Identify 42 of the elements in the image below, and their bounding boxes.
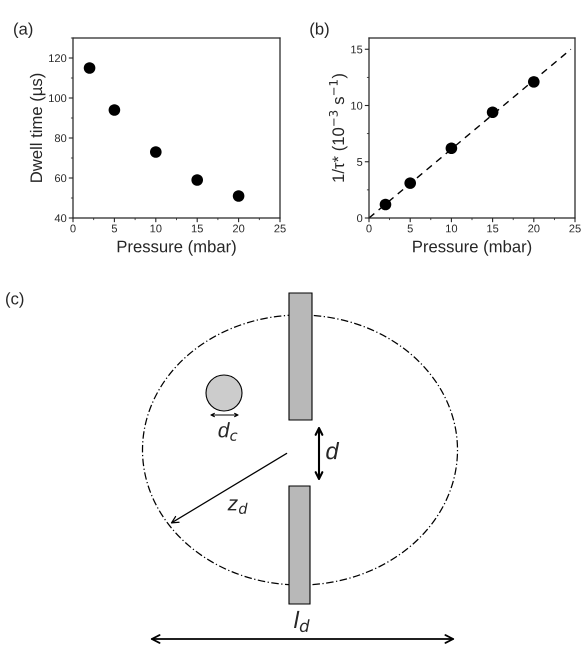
y-axis-title: 1/τ* (10$^{−3}$ s$^{−1}$) [328,74,348,182]
x-tick-label: 15 [487,224,498,232]
x-tick-label: 5 [112,224,118,232]
point [191,174,204,186]
y-axis-title: Dwell time (µs) [30,74,46,182]
text: l$_{d}$ [294,610,310,632]
x-tick-label: 10 [150,224,162,232]
point [108,104,120,116]
x-tick-label: 0 [366,224,372,232]
x-axis-title: Pressure (mbar) [413,240,532,256]
x-tick-label: 10 [446,224,458,232]
point [528,76,540,88]
text: z$_{d}$ [228,499,248,514]
x-tick-label: 25 [274,224,286,232]
point [84,62,96,74]
point [380,198,392,210]
x-tick-label: 25 [569,224,581,232]
y-tick-label: 0 [357,214,362,222]
x-tick-label: 20 [528,224,540,232]
y-tick-label: 60 [54,174,66,182]
y-tick-label: 80 [54,134,66,142]
point [150,146,162,158]
point [232,190,244,202]
x-axis-title: Pressure (mbar) [118,240,236,256]
x-tick-label: 0 [70,224,76,232]
point [486,106,498,118]
point [446,142,458,154]
y-tick-label: 120 [49,54,66,62]
y-tick-label: 5 [357,158,362,166]
text: d$_{c}$ [218,422,238,441]
y-tick-label: 100 [49,94,66,102]
text: d [326,442,340,460]
chart-title: (a) [14,22,32,38]
point [404,177,416,189]
y-tick-label: 40 [54,214,66,222]
chart-title: (b) [310,22,329,38]
y-tick-label: 15 [351,46,362,54]
y-tick-label: 10 [351,102,362,110]
x-tick-label: 15 [192,224,203,232]
x-tick-label: 20 [232,224,244,232]
x-tick-label: 5 [408,224,413,232]
text: (c) [6,292,24,308]
